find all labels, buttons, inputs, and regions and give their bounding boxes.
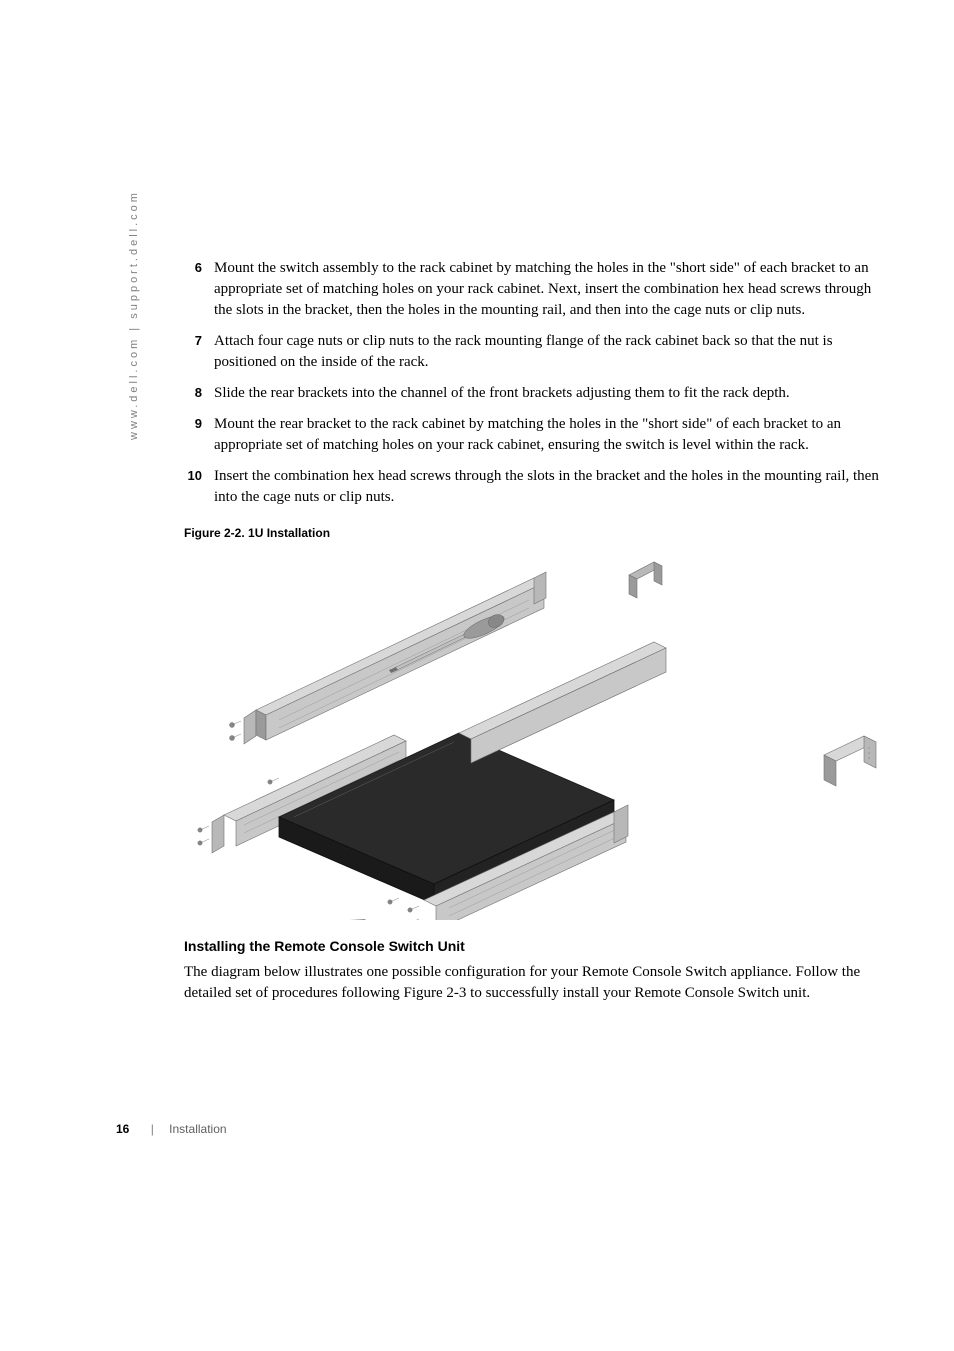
step-number: 10 — [184, 466, 214, 508]
step-text: Slide the rear brackets into the channel… — [214, 383, 889, 404]
step-9: 9 Mount the rear bracket to the rack cab… — [184, 414, 889, 456]
step-text: Insert the combination hex head screws t… — [214, 466, 889, 508]
page-number: 16 — [116, 1122, 129, 1136]
section-heading: Installing the Remote Console Switch Uni… — [184, 938, 889, 954]
figure-1u-installation — [184, 550, 884, 920]
sidebar-url: www.dell.com | support.dell.com — [128, 190, 140, 440]
step-number: 9 — [184, 414, 214, 456]
step-number: 8 — [184, 383, 214, 404]
main-content: 6 Mount the switch assembly to the rack … — [184, 258, 889, 1004]
step-text: Mount the rear bracket to the rack cabin… — [214, 414, 889, 456]
step-number: 7 — [184, 331, 214, 373]
footer-divider: | — [151, 1122, 154, 1136]
step-10: 10 Insert the combination hex head screw… — [184, 466, 889, 508]
step-8: 8 Slide the rear brackets into the chann… — [184, 383, 889, 404]
step-text: Mount the switch assembly to the rack ca… — [214, 258, 889, 321]
step-number: 6 — [184, 258, 214, 321]
footer-section-name: Installation — [169, 1122, 226, 1136]
page-footer: 16 | Installation — [116, 1122, 227, 1136]
figure-caption: Figure 2-2. 1U Installation — [184, 526, 889, 540]
section-body: The diagram below illustrates one possib… — [184, 962, 889, 1004]
step-7: 7 Attach four cage nuts or clip nuts to … — [184, 331, 889, 373]
step-text: Attach four cage nuts or clip nuts to th… — [214, 331, 889, 373]
installation-diagram-icon — [184, 550, 884, 920]
step-6: 6 Mount the switch assembly to the rack … — [184, 258, 889, 321]
